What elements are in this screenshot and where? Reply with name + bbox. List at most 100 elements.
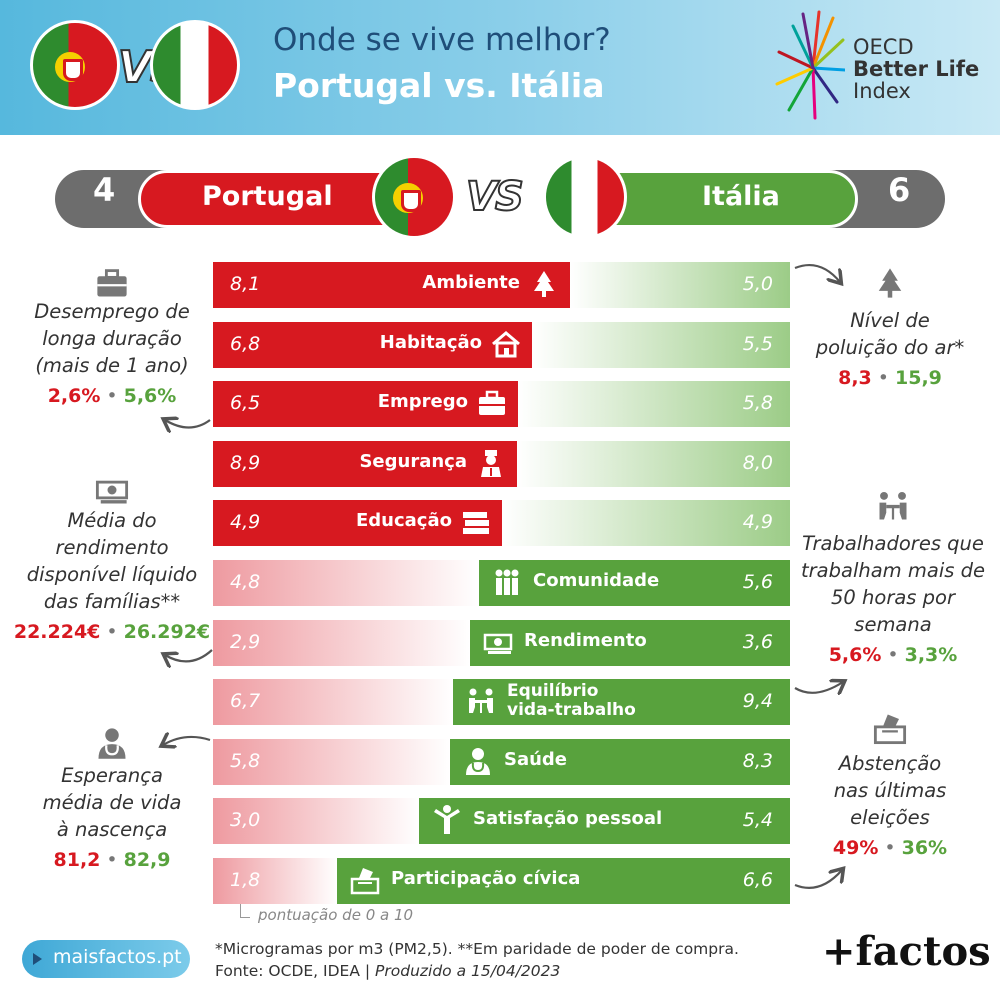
italy-bar (453, 679, 790, 725)
scale-note: pontuação de 0 a 10 (258, 906, 414, 924)
side-note-unemployment: Desemprego de longa duração (mais de 1 ano… (34, 300, 190, 377)
portugal-flag-icon (30, 20, 120, 110)
bar-row: 6,7 9,4 Equilíbrio vida-trabalho (213, 679, 790, 725)
portugal-value: 1,8 (230, 869, 261, 891)
money-icon (94, 472, 130, 508)
portugal-value: 8,3 (838, 367, 872, 389)
portugal-value: 8,1 (230, 273, 261, 295)
portugal-value: 8,9 (230, 452, 261, 474)
side-note-life-expectancy: Esperança média de vida à nascença (42, 764, 182, 841)
portugal-flag-icon (372, 155, 456, 239)
italy-bar (570, 262, 790, 308)
people-icon (491, 566, 523, 598)
ballot-icon (349, 864, 381, 896)
italy-value: 3,6 (742, 631, 773, 653)
category-label: Satisfação pessoal (473, 808, 663, 829)
italy-value: 4,9 (742, 511, 773, 533)
bar-row: 2,9 3,6 Rendimento (213, 620, 790, 666)
category-label: Educação (356, 510, 452, 531)
italy-value: 5,6% (123, 385, 177, 407)
italy-bar (450, 739, 790, 785)
house-icon (490, 328, 522, 360)
italy-bar (518, 381, 790, 427)
footnote: *Microgramas por m3 (PM2,5). **Em parida… (215, 940, 739, 958)
category-label: Equilíbrio vida-trabalho (507, 681, 636, 720)
arrow-pollution (794, 264, 840, 282)
italy-value: 8,3 (742, 750, 773, 772)
bar-row: 4,8 5,6 Comunidade (213, 560, 790, 606)
ballot-icon (872, 710, 908, 746)
scores-vs-label: VS (465, 173, 525, 221)
portugal-value: 81,2 (53, 849, 101, 871)
arrow-income (165, 649, 213, 661)
briefcase-icon (94, 265, 130, 301)
portugal-value: 2,6% (47, 385, 101, 407)
italy-flag-icon (543, 155, 627, 239)
portugal-value: 6,7 (230, 690, 261, 712)
portugal-value: 6,5 (230, 392, 261, 414)
side-values-unemployment: 2,6% • 5,6% (47, 385, 177, 407)
italy-bar (517, 441, 790, 487)
portugal-bar (213, 560, 479, 606)
police-icon (475, 447, 507, 479)
header-banner: VS Onde se vive melhor? Portugal vs. Itá… (0, 0, 1000, 135)
portugal-value: 22.224€ (13, 621, 101, 643)
bar-row: 4,9 4,9 Educação (213, 500, 790, 546)
italy-score: 6 (888, 171, 911, 209)
italy-value: 26.292€ (123, 621, 211, 643)
italy-bar (470, 620, 790, 666)
category-label: Saúde (504, 749, 568, 770)
italy-value: 5,8 (742, 392, 773, 414)
italy-value: 36% (901, 837, 948, 859)
oecd-logo-text: OECD Better Life Index (853, 36, 979, 102)
category-label: Ambiente (422, 272, 520, 293)
portugal-value: 5,6% (828, 644, 882, 666)
bar-row: 5,8 8,3 Saúde (213, 739, 790, 785)
side-values-income: 22.224€ • 26.292€ (13, 621, 211, 643)
source-note: Fonte: OCDE, IDEA | Produzido a 15/04/20… (215, 962, 560, 980)
books-icon (460, 506, 492, 538)
arrow-unemployment (165, 420, 211, 428)
bar-row: 8,9 8,0 Segurança (213, 441, 790, 487)
italy-bar (479, 560, 790, 606)
bar-row: 6,5 5,8 Emprego (213, 381, 790, 427)
site-link-pill[interactable] (22, 940, 190, 978)
category-label: Participação cívica (391, 868, 581, 889)
logo-line-1: OECD (853, 35, 914, 59)
italy-value: 5,4 (742, 809, 773, 831)
work-life-icon (465, 685, 497, 717)
bar-row: 6,8 5,5 Habitação (213, 322, 790, 368)
portugal-value: 6,8 (230, 333, 261, 355)
bar-row: 8,1 5,0 Ambiente (213, 262, 790, 308)
page-title: Onde se vive melhor? (273, 22, 611, 58)
portugal-value: 49% (832, 837, 879, 859)
logo-line-3: Index (853, 79, 911, 103)
italy-bar (337, 858, 790, 904)
site-link-arrow-icon (33, 953, 42, 965)
italy-value: 5,0 (742, 273, 773, 295)
briefcase-icon (476, 387, 508, 419)
doctor-icon (462, 745, 494, 777)
site-link[interactable]: maisfactos.pt (53, 946, 182, 968)
doctor-icon (94, 725, 130, 761)
side-values-air-pollution: 8,3 • 15,9 (838, 367, 942, 389)
category-label: Comunidade (533, 570, 660, 591)
portugal-bar (213, 322, 532, 368)
category-label: Habitação (379, 332, 482, 353)
tree-icon (528, 268, 560, 300)
italy-value: 8,0 (742, 452, 773, 474)
side-note-abstention: Abstenção nas últimas eleições (833, 752, 947, 829)
portugal-bar (213, 798, 419, 844)
work-life-icon (875, 488, 911, 524)
category-label: Segurança (359, 451, 467, 472)
side-values-life-expectancy: 81,2 • 82,9 (53, 849, 171, 871)
italy-value: 9,4 (742, 690, 773, 712)
scale-corner (240, 904, 250, 918)
side-values-long-hours: 5,6% • 3,3% (828, 644, 958, 666)
italy-value: 5,6 (742, 571, 773, 593)
logo-line-2: Better Life (853, 57, 980, 81)
side-note-long-hours: Trabalhadores que trabalham mais de 50 hor… (801, 532, 985, 636)
portugal-value: 2,9 (230, 631, 261, 653)
portugal-bar (213, 679, 453, 725)
source-text: Fonte: OCDE, IDEA | (215, 962, 376, 980)
